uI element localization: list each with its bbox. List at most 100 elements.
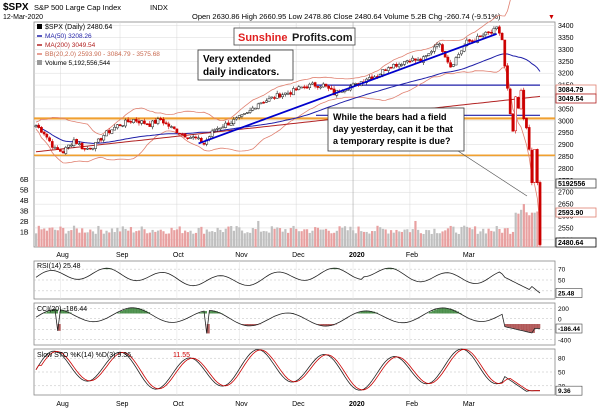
volume-bar [455, 232, 458, 247]
candle-body [178, 132, 181, 135]
volume-bar [62, 227, 65, 247]
volume-bar [324, 228, 328, 247]
volume-bar [411, 229, 414, 247]
volume-bar [289, 228, 292, 247]
candle-body [270, 96, 274, 99]
candle-body [289, 92, 293, 95]
candle-body [137, 120, 141, 124]
volume-bar [295, 228, 298, 247]
price-panel [33, 21, 556, 248]
legend-volume: Volume 5,192,556,544 [45, 60, 110, 67]
bb-lower-line [35, 67, 541, 225]
price-tick-label: 2850 [558, 154, 574, 161]
candle-body [56, 147, 60, 150]
volume-bar [175, 229, 179, 247]
volume-bar [70, 230, 73, 247]
volume-bar [243, 233, 246, 247]
cci-fill-high [363, 310, 367, 314]
price-tag-box [555, 237, 597, 248]
volume-bar [51, 227, 54, 247]
cci-fill-high [453, 310, 457, 314]
candle-body [275, 93, 279, 99]
bb-upper-line [35, 0, 511, 136]
cci-fill-low [247, 324, 251, 326]
volume-bar [287, 232, 290, 247]
volume-bar [425, 229, 428, 247]
annotation-arrow [457, 150, 528, 197]
candle-body [229, 122, 233, 126]
volume-bar [297, 231, 301, 247]
volume-bar [270, 226, 273, 247]
cci-fill-low [507, 324, 511, 328]
volume-bar [94, 233, 97, 247]
candle-body [72, 139, 76, 146]
month-label-bottom: 2020 [349, 401, 365, 408]
annotation-line-5: a temporary respite is due? [333, 136, 451, 146]
volume-bar [119, 231, 122, 247]
volume-bar [436, 233, 439, 247]
volume-bar [517, 213, 520, 247]
volume-bar [221, 232, 225, 247]
candle-body [278, 93, 282, 98]
candle-body [427, 53, 431, 56]
cci-fill-low [526, 324, 530, 332]
price-legend: $SPX (Daily) 2480.64 MA(50) 3208.26 MA(2… [37, 24, 160, 67]
price-tick-label: 2650 [558, 202, 574, 209]
rsi-fill-high [334, 268, 338, 270]
cci-fill-high [117, 312, 121, 314]
candle-body [194, 136, 198, 139]
volume-bar [75, 228, 78, 247]
volume-bar [186, 232, 189, 247]
volume-bar [506, 228, 509, 247]
volume-bar [100, 229, 103, 247]
candle-body [476, 35, 480, 43]
volume-bar [354, 233, 357, 247]
candle-body [221, 126, 225, 129]
volume-bar [444, 230, 447, 247]
volume-bar [389, 230, 393, 247]
volume-bar [110, 228, 114, 247]
volume-bar [219, 229, 222, 247]
cci-fill-high [198, 312, 202, 314]
volume-bar [314, 227, 317, 247]
rsi-axis-label: 50 [558, 278, 566, 285]
volume-bar [371, 231, 374, 247]
cci-fill-high [445, 308, 449, 314]
volume-bar [159, 229, 162, 247]
cci-fill-high [138, 308, 142, 314]
volume-bar [97, 225, 100, 247]
candle-body [180, 133, 184, 135]
volume-bar [460, 226, 463, 247]
cci-fill-high [63, 310, 67, 314]
candle-body [67, 144, 70, 148]
volume-bar [178, 226, 181, 247]
candle-body [224, 122, 228, 128]
candle-body [189, 137, 192, 139]
volume-bar [468, 227, 471, 247]
volume-bar [379, 227, 382, 247]
candle-body [164, 122, 168, 124]
cci-fill-high [372, 311, 376, 314]
candle-body [392, 63, 396, 69]
cci-fill-high [141, 309, 145, 314]
candle-body [449, 62, 452, 68]
cci-fill-high [144, 310, 148, 314]
candle-body [386, 67, 390, 71]
volume-bar [273, 228, 276, 247]
annotation-respite: While the bears had a field day yesterda… [327, 107, 465, 152]
candle-body [327, 86, 330, 89]
volume-bar [259, 231, 263, 247]
volume-bar [89, 229, 92, 247]
volume-bar [216, 227, 219, 247]
month-label-bottom: Oct [173, 401, 184, 408]
candle-body [213, 129, 217, 131]
candle-body [457, 54, 461, 59]
volume-bar [509, 233, 512, 247]
candle-body [321, 83, 325, 88]
cci-fill-high [437, 308, 441, 314]
candle-body [232, 119, 236, 124]
price-tag-text: 2593.90 [558, 210, 583, 217]
month-label: Dec [292, 252, 305, 259]
candle-body [88, 147, 92, 150]
cci-fill-high [201, 311, 205, 314]
